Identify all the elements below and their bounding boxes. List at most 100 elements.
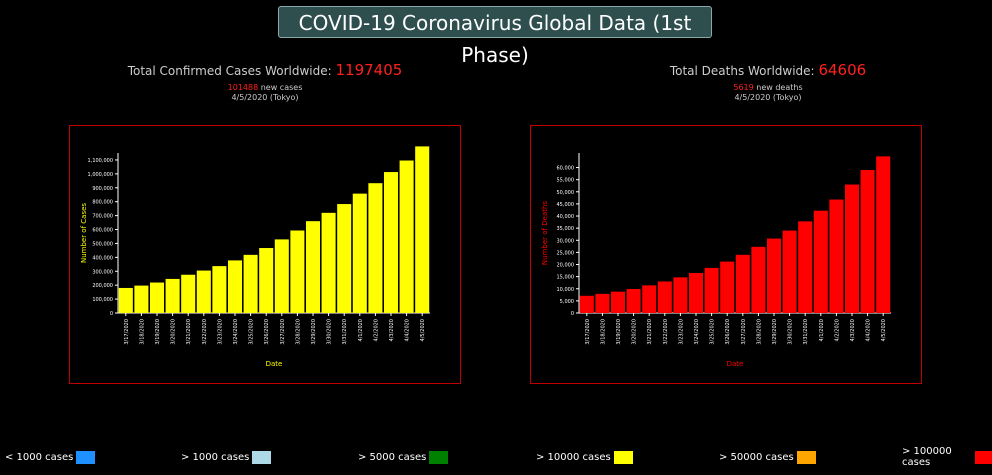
y-tick-label: 10,000: [557, 287, 575, 293]
y-tick-label: 800,000: [92, 200, 113, 206]
bar: [579, 295, 594, 313]
confirmed-date: 4/5/2020 (Tokyo): [231, 93, 299, 102]
x-tick-label: 4/1/2020: [358, 319, 364, 341]
legend-swatch: [975, 450, 992, 464]
x-tick-label: 4/5/2020: [881, 319, 887, 341]
y-tick-label: 45,000: [557, 202, 575, 208]
x-tick-label: 3/25/2020: [710, 319, 716, 345]
bar: [704, 267, 719, 313]
x-tick-label: 3/31/2020: [342, 319, 348, 345]
x-tick-label: 4/3/2020: [389, 319, 395, 341]
x-tick-label: 3/18/2020: [600, 319, 606, 345]
legend-label: > 100000 cases: [902, 446, 952, 468]
x-tick-label: 3/17/2020: [585, 319, 591, 345]
bar: [860, 170, 875, 313]
legend-item-lt1000: < 1000 cases: [5, 449, 96, 465]
deaths-total-value: 64606: [818, 61, 867, 79]
confirmed-total-label: Total Confirmed Cases Worldwide:: [127, 64, 332, 78]
bar: [212, 266, 227, 313]
deaths-summary: Total Deaths Worldwide: 64606 5619 new d…: [573, 61, 963, 102]
y-tick-label: 30,000: [557, 238, 575, 244]
x-tick-label: 3/19/2020: [616, 319, 622, 345]
legend-item-gt5000: > 5000 cases: [358, 449, 449, 465]
x-tick-label: 3/21/2020: [647, 319, 653, 345]
cases-chart: 0 100,000 200,000 300,000 400,000 500,000 600,…: [80, 146, 430, 368]
legend-item-gt10000: > 10000 cases: [536, 449, 633, 465]
y-tick-label: 1,000,000: [88, 172, 113, 178]
x-tick-label: 3/30/2020: [788, 319, 794, 345]
bar: [782, 230, 797, 313]
legend-item-gt1000: > 1000 cases: [181, 449, 272, 465]
legend-label: > 10000 cases: [536, 451, 611, 463]
bar: [766, 238, 782, 313]
bar: [274, 239, 289, 313]
bar: [751, 246, 766, 313]
bar: [642, 285, 657, 313]
legend-label: > 1000 cases: [181, 451, 250, 463]
y-tick-label: 50,000: [557, 190, 575, 196]
legend-swatch: [76, 450, 96, 464]
confirmed-total-value: 1197405: [335, 61, 403, 79]
x-tick-label: 3/22/2020: [202, 319, 208, 345]
bar: [595, 293, 610, 313]
bar: [720, 261, 735, 313]
legend-item-gt100000: > 100000 cases: [902, 446, 992, 468]
bar: [118, 287, 133, 313]
bar: [368, 183, 383, 313]
y-axis-label: Number of Cases: [80, 203, 88, 263]
x-tick-label: 3/26/2020: [725, 319, 731, 345]
x-tick-label: 3/17/2020: [124, 319, 130, 345]
bar: [829, 199, 844, 313]
bar: [798, 221, 813, 313]
y-tick-label: 900,000: [92, 186, 113, 192]
legend-label: > 50000 cases: [719, 451, 794, 463]
y-tick-label: 60,000: [557, 166, 575, 172]
x-tick-label: 3/20/2020: [632, 319, 638, 345]
bar: [227, 260, 243, 313]
cases-chart-frame: 0 100,000 200,000 300,000 400,000 500,000 600,…: [69, 125, 461, 384]
new-cases-value: 101488: [227, 83, 259, 92]
x-tick-label: 3/27/2020: [741, 319, 747, 345]
x-tick-label: 3/23/2020: [678, 319, 684, 345]
legend-swatch: [796, 450, 816, 464]
legend-swatch: [252, 450, 272, 464]
y-tick-label: 300,000: [92, 269, 113, 275]
y-tick-label: 40,000: [557, 214, 575, 220]
bar: [415, 146, 430, 313]
y-tick-label: 700,000: [92, 214, 113, 220]
x-tick-label: 3/18/2020: [139, 319, 145, 345]
deaths-chart-frame: 0 5,000 10,000 15,000 20,000 25,000 30,000 35,0…: [530, 125, 922, 384]
bar: [321, 212, 336, 313]
bar: [337, 204, 352, 313]
bar: [383, 172, 399, 313]
x-tick-label: 3/22/2020: [663, 319, 669, 345]
bar: [290, 230, 305, 313]
legend-label: > 5000 cases: [358, 451, 427, 463]
legend-swatch: [429, 450, 449, 464]
y-tick-label: 55,000: [557, 178, 575, 184]
y-tick-label: 200,000: [92, 283, 113, 289]
x-tick-label: 3/29/2020: [772, 319, 778, 345]
bar: [259, 248, 274, 313]
y-tick-label: 600,000: [92, 228, 113, 234]
bar: [149, 282, 165, 313]
x-tick-label: 3/26/2020: [264, 319, 270, 345]
x-tick-label: 3/24/2020: [233, 319, 239, 345]
x-tick-label: 3/27/2020: [280, 319, 286, 345]
bar: [196, 270, 211, 313]
x-axis-label: Date: [727, 360, 744, 368]
bar: [813, 210, 828, 313]
bar: [688, 273, 704, 313]
x-tick-label: 3/25/2020: [249, 319, 255, 345]
y-tick-label: 25,000: [557, 250, 575, 256]
confirmed-summary: Total Confirmed Cases Worldwide: 1197405…: [70, 61, 460, 102]
y-tick-label: 0: [110, 311, 113, 317]
x-tick-label: 4/1/2020: [819, 319, 825, 341]
bar: [844, 184, 860, 313]
x-tick-label: 3/24/2020: [694, 319, 700, 345]
new-deaths-value: 5619: [733, 83, 754, 92]
x-tick-label: 4/2/2020: [373, 319, 379, 341]
y-tick-label: 35,000: [557, 226, 575, 232]
x-tick-label: 3/19/2020: [155, 319, 161, 345]
deaths-chart: 0 5,000 10,000 15,000 20,000 25,000 30,000 35,0…: [541, 153, 891, 368]
